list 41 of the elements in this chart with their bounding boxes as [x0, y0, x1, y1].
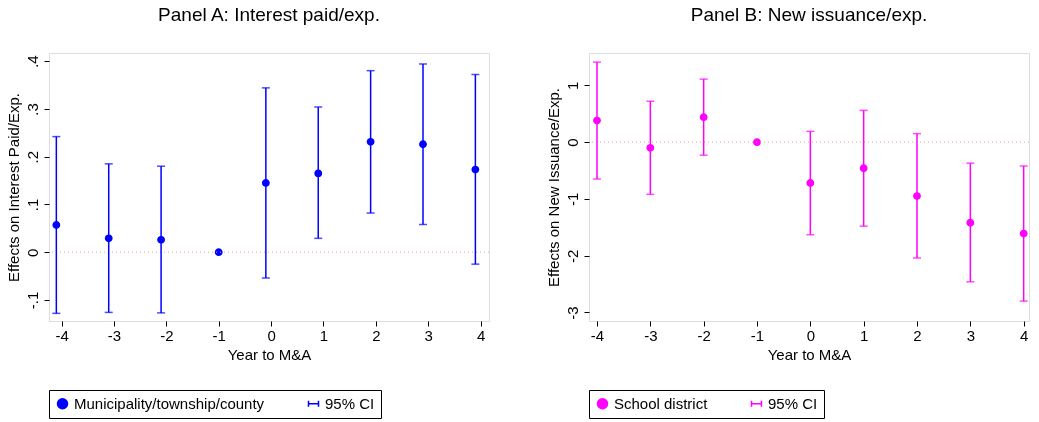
x-tick-label: 3 — [966, 326, 976, 344]
y-tick-label: .2 — [23, 150, 41, 164]
legend-label: Municipality/township/county — [74, 394, 265, 412]
text: 95% CI — [768, 394, 818, 412]
y-tick-label: 0 — [23, 248, 41, 257]
x-tick-label: 1 — [859, 326, 869, 344]
y-tick-label: .1 — [23, 198, 41, 212]
y-tick-label: 1 — [563, 81, 581, 91]
x-tick-label: 4 — [1019, 326, 1029, 344]
x-tick-label: -2 — [160, 326, 174, 344]
text: 95% CI — [325, 394, 375, 412]
chart-title: Panel A: Interest paid/exp. — [158, 4, 380, 25]
y-tick-label: -1 — [563, 192, 581, 207]
y-tick-label: .4 — [23, 55, 41, 68]
x-tick-label: 2 — [913, 326, 922, 344]
point — [214, 248, 223, 257]
x-tick-label: 3 — [424, 326, 433, 344]
x-axis-title: Year to M&A — [227, 345, 312, 363]
y-tick-label: -.1 — [23, 291, 41, 310]
x-tick-label: -3 — [644, 326, 658, 344]
y-tick-label: .3 — [23, 103, 41, 116]
x-tick-label: 0 — [806, 326, 816, 344]
y-axis-title: Effects on Interest Paid/Exp. — [4, 93, 22, 282]
x-tick-label: 2 — [372, 326, 381, 344]
point — [753, 138, 761, 147]
x-tick-label: -4 — [55, 326, 69, 344]
x-tick-label: -4 — [590, 326, 605, 344]
legend-label: School district — [614, 394, 709, 412]
x-tick-label: -1 — [750, 326, 765, 344]
y-tick-label: -3 — [563, 306, 581, 320]
x-tick-label: 4 — [476, 326, 486, 344]
x-tick-label: 0 — [267, 326, 276, 344]
x-tick-label: 1 — [319, 326, 329, 344]
x-axis-title: Year to M&A — [767, 345, 852, 363]
chart-title: Panel B: New issuance/exp. — [690, 4, 928, 25]
x-tick-label: -2 — [697, 326, 711, 344]
x-tick-label: -3 — [107, 326, 122, 344]
x-tick-label: -1 — [212, 326, 226, 344]
y-axis-title: Effects on New Issuance/Exp. — [544, 88, 562, 287]
y-tick-label: 0 — [563, 138, 581, 147]
y-tick-label: -2 — [563, 249, 581, 263]
